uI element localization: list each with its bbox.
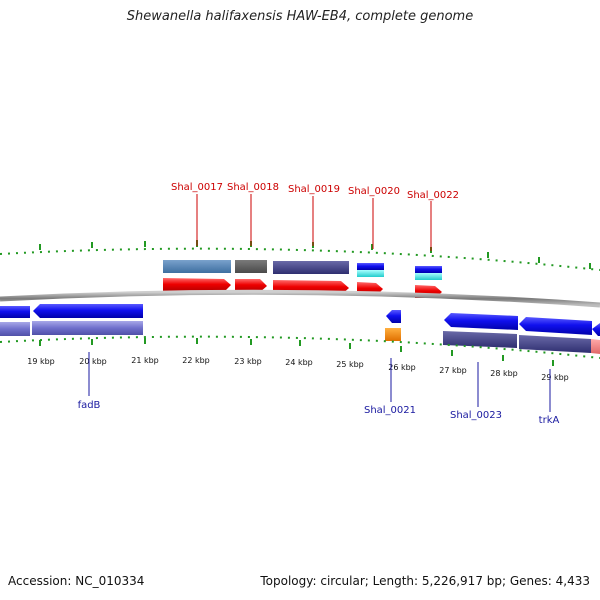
gene-label-shal-0021[interactable]: Shal_0021 xyxy=(364,405,416,416)
gene-box-shal-0017[interactable] xyxy=(163,260,231,273)
gene-box-shal-0019[interactable] xyxy=(273,261,349,274)
lower-tick-row xyxy=(0,335,600,366)
cds-arrow-fadb[interactable] xyxy=(33,304,143,318)
gene-box-trka[interactable] xyxy=(519,335,591,353)
reverse-gene-lane xyxy=(0,321,600,354)
gene-box-shal-0020-lower[interactable] xyxy=(357,270,384,277)
genome-backbone xyxy=(0,289,600,308)
scale-label: 19 kbp xyxy=(27,357,55,366)
gene-box-shal-0023[interactable] xyxy=(443,331,517,348)
cds-arrow-shal-0021[interactable] xyxy=(386,310,401,323)
scale-label: 25 kbp xyxy=(336,360,364,369)
genome-map[interactable]: Shal_0017 Shal_0018 Shal_0019 Shal_0020 … xyxy=(0,0,600,560)
gene-label-shal-0017[interactable]: Shal_0017 xyxy=(171,182,223,193)
genome-summary-text: Topology: circular; Length: 5,226,917 bp… xyxy=(260,574,590,588)
scale-label: 29 kbp xyxy=(541,373,569,382)
cds-arrow-trka[interactable] xyxy=(519,317,592,335)
scale-label: 26 kbp xyxy=(388,363,416,372)
top-gene-labels: Shal_0017 Shal_0018 Shal_0019 Shal_0020 … xyxy=(171,182,459,251)
gene-label-trka[interactable]: trkA xyxy=(539,415,560,426)
gene-box-shal-0022-lower[interactable] xyxy=(415,273,442,280)
scale-label: 27 kbp xyxy=(439,366,467,375)
scale-label: 24 kbp xyxy=(285,358,313,367)
gene-label-shal-0019[interactable]: Shal_0019 xyxy=(288,184,340,195)
gene-label-shal-0023[interactable]: Shal_0023 xyxy=(450,410,502,421)
gene-box-right-edge[interactable] xyxy=(591,339,600,354)
forward-cds-lane xyxy=(163,278,442,298)
cds-arrow-shal-0023[interactable] xyxy=(444,313,518,330)
scale-label: 22 kbp xyxy=(182,356,210,365)
forward-gene-lane xyxy=(163,260,442,280)
gene-label-fadb[interactable]: fadB xyxy=(78,400,101,411)
gene-label-shal-0022[interactable]: Shal_0022 xyxy=(407,190,459,201)
scale-label: 21 kbp xyxy=(131,356,159,365)
cds-arrow-shal-0018[interactable] xyxy=(235,279,267,292)
gene-box-shal-0020[interactable] xyxy=(357,263,384,270)
scale-label: 20 kbp xyxy=(79,357,107,366)
accession-text: Accession: NC_010334 xyxy=(8,574,145,588)
scale-labels: 19 kbp 20 kbp 21 kbp 22 kbp 23 kbp 24 kb… xyxy=(27,356,569,382)
bottom-gene-labels: fadB Shal_0021 Shal_0023 trkA xyxy=(78,352,560,426)
reverse-cds-lane xyxy=(0,304,600,336)
scale-label: 28 kbp xyxy=(490,369,518,378)
cds-arrow-left-edge[interactable] xyxy=(0,306,30,318)
gene-box-fadb[interactable] xyxy=(32,321,143,335)
gene-box-left-edge[interactable] xyxy=(0,322,30,336)
cds-arrow-right-edge[interactable] xyxy=(592,323,600,336)
gene-box-shal-0022[interactable] xyxy=(415,266,442,273)
gene-box-shal-0018[interactable] xyxy=(235,260,267,273)
map-title: Shewanella halifaxensis HAW-EB4, complet… xyxy=(126,9,474,24)
gene-box-shal-0021[interactable] xyxy=(385,328,401,341)
gene-label-shal-0018[interactable]: Shal_0018 xyxy=(227,182,279,193)
scale-label: 23 kbp xyxy=(234,357,262,366)
gene-label-shal-0020[interactable]: Shal_0020 xyxy=(348,186,400,197)
cds-arrow-shal-0017[interactable] xyxy=(163,278,231,292)
